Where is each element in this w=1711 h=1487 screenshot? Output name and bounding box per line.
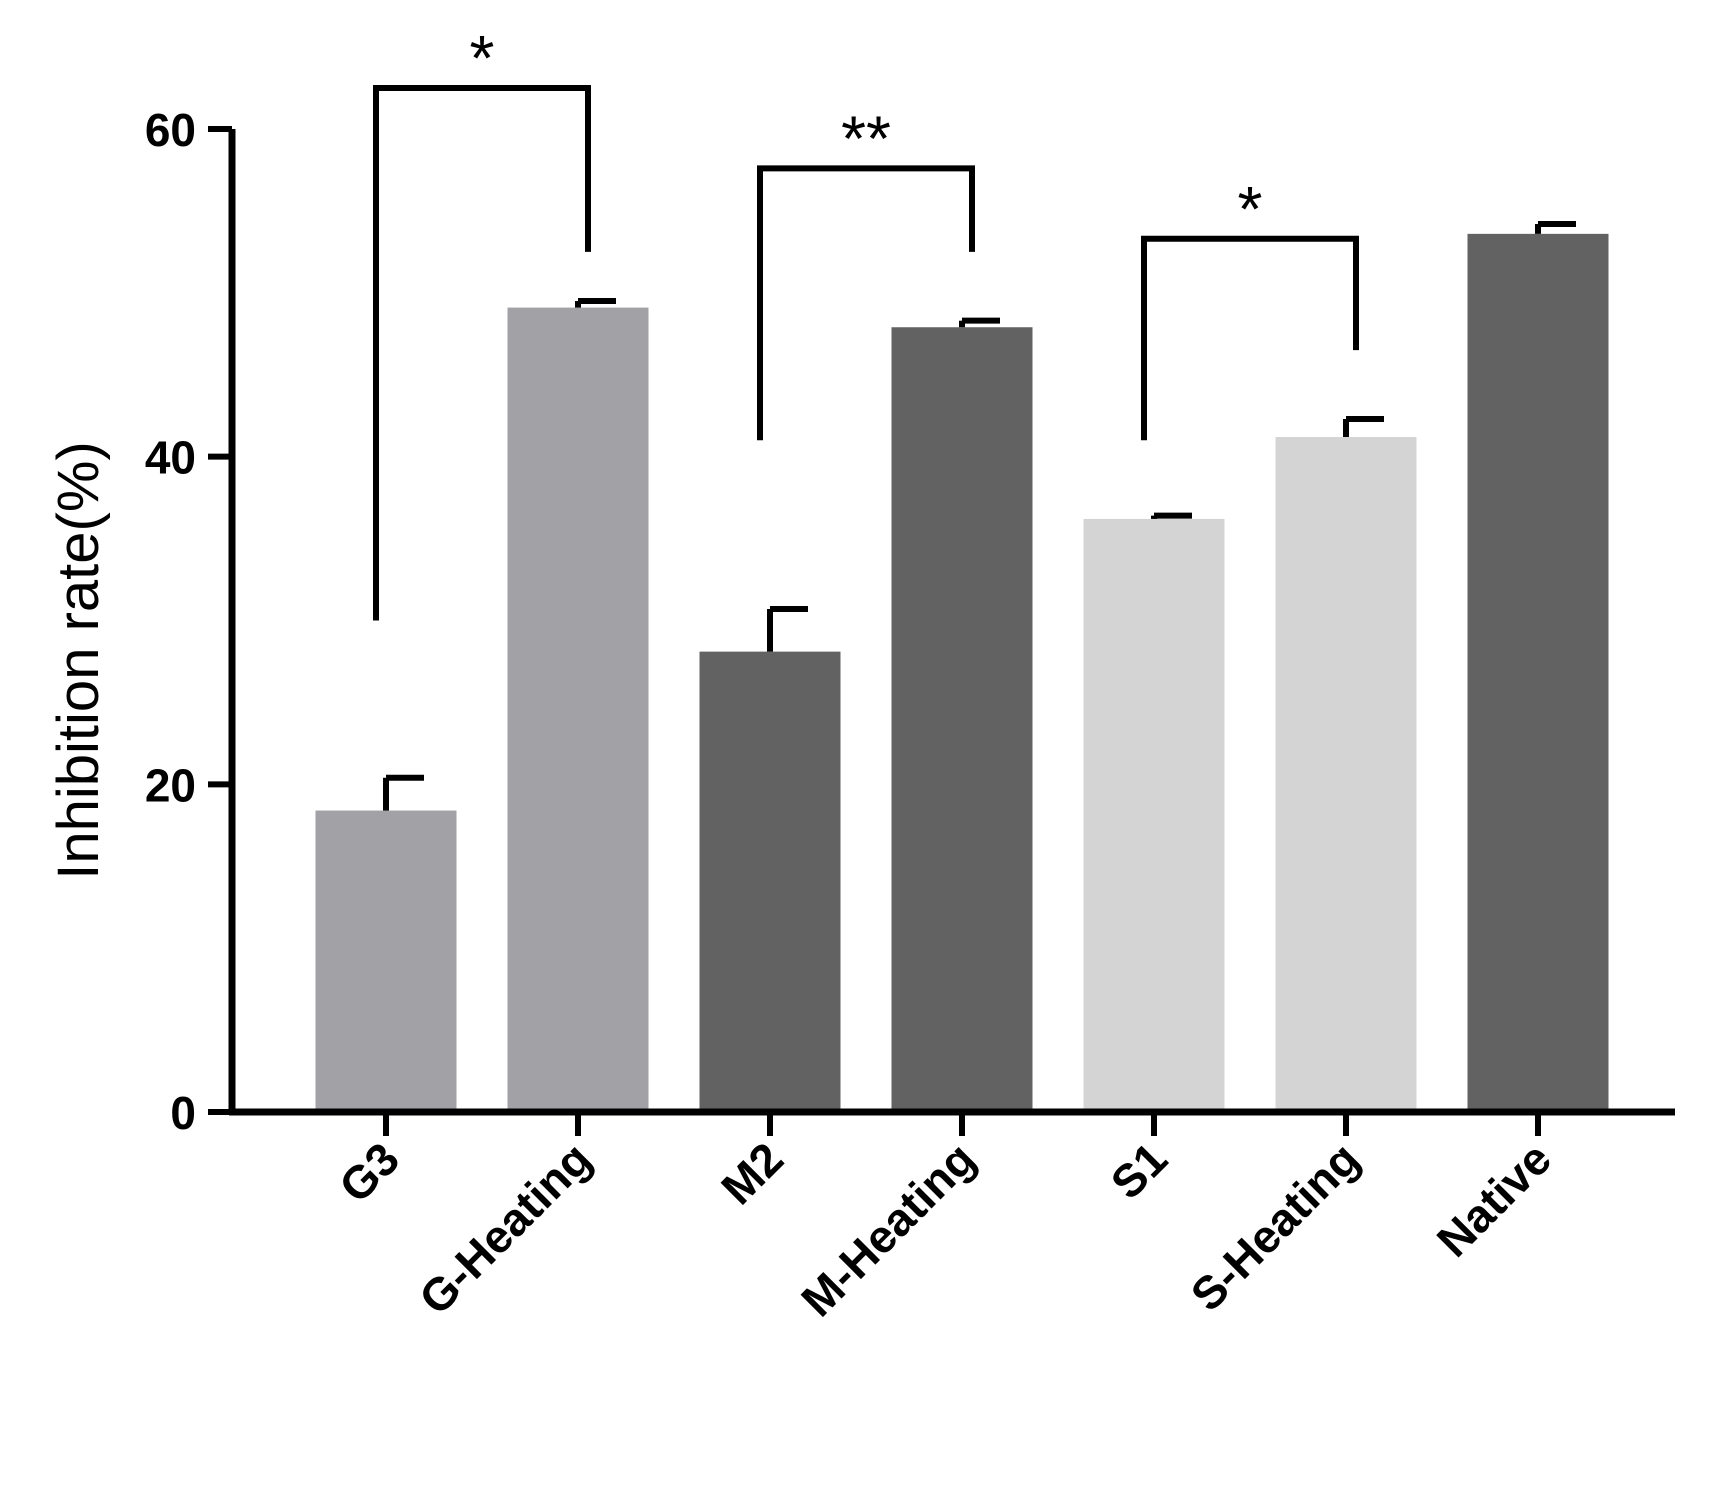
error-bar-g3 bbox=[383, 774, 424, 811]
y-tick-label-20: 20 bbox=[145, 759, 196, 811]
y-axis-title: Inhibition rate(%) bbox=[46, 441, 111, 879]
y-tick-label-0: 0 bbox=[170, 1087, 196, 1139]
significance-brackets: **** bbox=[373, 22, 1359, 621]
significance-label: * bbox=[470, 22, 495, 94]
x-tick-label-native: Native bbox=[1427, 1132, 1561, 1266]
significance-bracket-line bbox=[373, 85, 591, 621]
significance-bracket-line bbox=[757, 165, 975, 441]
significance-bracket-line bbox=[1141, 235, 1359, 441]
bar-s1 bbox=[1083, 518, 1225, 1112]
bar-m-heating bbox=[891, 327, 1033, 1112]
axes bbox=[208, 126, 1675, 1136]
significance-bracket-2: ** bbox=[757, 102, 975, 441]
significance-label: ** bbox=[841, 102, 891, 174]
bar-g3 bbox=[315, 810, 457, 1112]
error-bars bbox=[383, 221, 1576, 811]
x-tick-label-m2: M2 bbox=[711, 1132, 793, 1214]
y-tick-label-60: 60 bbox=[145, 104, 196, 156]
bar-g-heating bbox=[507, 307, 649, 1112]
error-bar-s1 bbox=[1151, 512, 1192, 519]
significance-bracket-3: * bbox=[1141, 173, 1359, 441]
bar-m2 bbox=[699, 651, 841, 1112]
x-tick-label-s-heating: S-Heating bbox=[1180, 1132, 1369, 1321]
bar-s-heating bbox=[1275, 437, 1417, 1112]
bar-native bbox=[1467, 233, 1609, 1112]
y-tick-label-40: 40 bbox=[145, 432, 196, 484]
bars bbox=[315, 233, 1609, 1112]
significance-bracket-1: * bbox=[373, 22, 591, 621]
x-tick-label-g-heating: G-Heating bbox=[409, 1132, 601, 1324]
error-bar-m-heating bbox=[959, 317, 1000, 328]
error-bar-s-heating bbox=[1343, 415, 1384, 438]
error-bar-g-heating bbox=[575, 298, 616, 308]
significance-label: * bbox=[1238, 173, 1263, 245]
error-bar-m2 bbox=[767, 606, 808, 652]
error-bar-native bbox=[1535, 221, 1576, 234]
x-tick-label-m-heating: M-Heating bbox=[791, 1132, 985, 1326]
x-tick-label-s1: S1 bbox=[1101, 1132, 1178, 1209]
x-tick-label-g3: G3 bbox=[329, 1132, 409, 1212]
